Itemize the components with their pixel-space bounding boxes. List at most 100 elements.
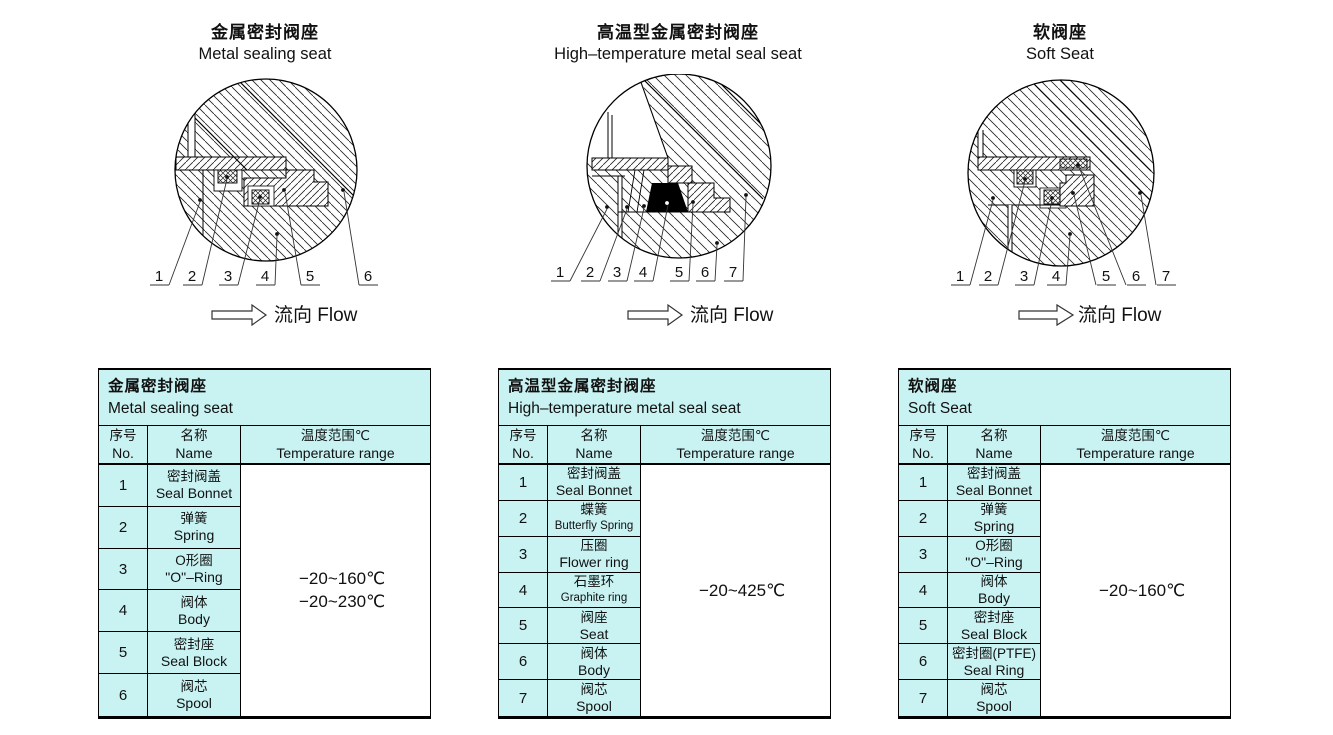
flow-arrow-icon <box>1018 303 1075 327</box>
row-no: 4 <box>899 572 948 609</box>
row-name: 蝶簧 Butterfly Spring <box>548 500 641 537</box>
part-number: 3 <box>1020 268 1028 285</box>
row-no: 2 <box>899 500 948 537</box>
row-no: 2 <box>499 500 548 537</box>
table-title-en: Soft Seat <box>908 400 972 417</box>
table-grid: 序号 No. 名称 Name 温度范围℃ Temperature range −… <box>899 426 1230 717</box>
row-no: 1 <box>499 465 548 501</box>
title-en: High–temperature metal seal seat <box>554 45 802 63</box>
header-temperature-range: 温度范围℃ Temperature range <box>1041 426 1230 465</box>
row-no: 6 <box>99 674 148 716</box>
table-title: 高温型金属密封阀座 High–temperature metal seal se… <box>499 370 830 426</box>
row-name: 密封座 Seal Block <box>148 632 241 675</box>
part-number: 5 <box>306 268 314 285</box>
temperature-range-cell: −20~160℃ −20~230℃ <box>241 465 430 716</box>
row-no: 7 <box>899 680 948 717</box>
part-number: 5 <box>675 264 683 281</box>
row-name: 密封阀盖 Seal Bonnet <box>948 465 1041 501</box>
graphite-ring-shape <box>646 183 688 212</box>
title-en: Metal sealing seat <box>198 45 332 63</box>
part-number: 1 <box>556 264 564 281</box>
leader-lines <box>168 178 360 286</box>
part-number: 1 <box>155 268 163 285</box>
title-zh: 高温型金属密封阀座 <box>597 23 759 42</box>
part-number: 4 <box>261 268 269 285</box>
row-name: 密封座 Seal Block <box>948 608 1041 645</box>
header-temperature-range: 温度范围℃ Temperature range <box>641 426 830 465</box>
row-name: 阀体 Body <box>148 590 241 633</box>
part-number: 2 <box>586 264 594 281</box>
temperature-range-cell: −20~160℃ <box>1041 465 1230 717</box>
part-numbers: 1 2 3 4 5 6 7 <box>956 268 1170 285</box>
row-name: 弹簧 Spring <box>948 500 1041 537</box>
title-en: Soft Seat <box>1026 45 1094 63</box>
cross-section-metal-seat: 1 2 3 4 5 6 流向 Flow <box>150 78 378 327</box>
row-name: 阀体 Body <box>548 644 641 681</box>
section-hatching <box>968 80 1154 266</box>
row-no: 5 <box>899 608 948 645</box>
cross-section-high-temp-seat: 1 2 3 4 5 6 7 流向 Flow <box>551 74 774 327</box>
part-number: 2 <box>188 268 196 285</box>
table-title-zh: 高温型金属密封阀座 <box>508 378 657 395</box>
temperature-range-cell: −20~425℃ <box>641 465 830 717</box>
part-number: 6 <box>701 264 709 281</box>
header-temperature-range: 温度范围℃ Temperature range <box>241 426 430 465</box>
row-name: 阀芯 Spool <box>948 680 1041 717</box>
row-no: 1 <box>899 465 948 501</box>
header-name: 名称 Name <box>148 426 241 465</box>
leader-dots <box>198 175 345 236</box>
table-title: 软阀座 Soft Seat <box>899 370 1230 426</box>
leader-dots <box>605 193 748 245</box>
part-number: 4 <box>1052 268 1060 285</box>
row-no: 5 <box>499 608 548 645</box>
part-number: 6 <box>1132 268 1140 285</box>
row-name: 阀芯 Spool <box>148 674 241 716</box>
row-no: 3 <box>899 536 948 573</box>
header-no: 序号 No. <box>499 426 548 465</box>
parts-table-metal-seat: 金属密封阀座 Metal sealing seat 序号 No. 名称 Name… <box>98 368 431 719</box>
header-name: 名称 Name <box>948 426 1041 465</box>
leader-lines <box>969 166 1157 286</box>
table-title: 金属密封阀座 Metal sealing seat <box>99 370 430 426</box>
row-no: 7 <box>499 680 548 717</box>
row-no: 3 <box>499 536 548 573</box>
flow-label: 流向 Flow <box>274 304 358 326</box>
part-number: 7 <box>1162 268 1170 285</box>
row-name: 密封阀盖 Seal Bonnet <box>148 465 241 507</box>
flow-label: 流向 Flow <box>1078 304 1162 326</box>
header-no: 序号 No. <box>899 426 948 465</box>
part-number: 3 <box>613 264 621 281</box>
header-no: 序号 No. <box>99 426 148 465</box>
row-no: 6 <box>899 644 948 681</box>
parts-table-soft-seat: 软阀座 Soft Seat 序号 No. 名称 Name 温度范围℃ Tempe… <box>898 368 1231 720</box>
table-title-zh: 金属密封阀座 <box>108 378 208 395</box>
row-name: O形圈 "O"–Ring <box>148 548 241 591</box>
row-name: 阀座 Seat <box>548 608 641 645</box>
ptfe-seal-ring-shape <box>1059 158 1088 169</box>
row-no: 3 <box>99 548 148 591</box>
row-name: 密封阀盖 Seal Bonnet <box>548 465 641 501</box>
diagram-title-metal-seat: 金属密封阀座 Metal sealing seat <box>90 22 440 65</box>
row-name: 密封圈(PTFE) Seal Ring <box>948 644 1041 681</box>
table-title-en: High–temperature metal seal seat <box>508 400 741 417</box>
flow-arrow-icon <box>627 303 684 327</box>
leader-dots <box>991 163 1142 236</box>
detail-circle <box>967 79 1155 267</box>
header-name: 名称 Name <box>548 426 641 465</box>
row-no: 4 <box>499 572 548 609</box>
row-name: 弹簧 Spring <box>148 506 241 549</box>
row-no: 6 <box>499 644 548 681</box>
row-no: 1 <box>99 465 148 507</box>
table-grid: 序号 No. 名称 Name 温度范围℃ Temperature range −… <box>99 426 430 716</box>
table-title-zh: 软阀座 <box>908 378 958 395</box>
part-number: 4 <box>639 264 647 281</box>
part-number: 6 <box>364 268 372 285</box>
table-title-en: Metal sealing seat <box>108 400 233 417</box>
part-number: 7 <box>729 264 737 281</box>
leader-lines <box>569 196 747 282</box>
title-zh: 金属密封阀座 <box>211 23 319 42</box>
row-name: 阀体 Body <box>948 572 1041 609</box>
diagram-title-high-temp-seat: 高温型金属密封阀座 High–temperature metal seal se… <box>503 22 853 65</box>
part-numbers: 1 2 3 4 5 6 <box>155 268 372 285</box>
cross-section-soft-seat: 1 2 3 4 5 6 7 流向 Flow <box>951 79 1176 327</box>
